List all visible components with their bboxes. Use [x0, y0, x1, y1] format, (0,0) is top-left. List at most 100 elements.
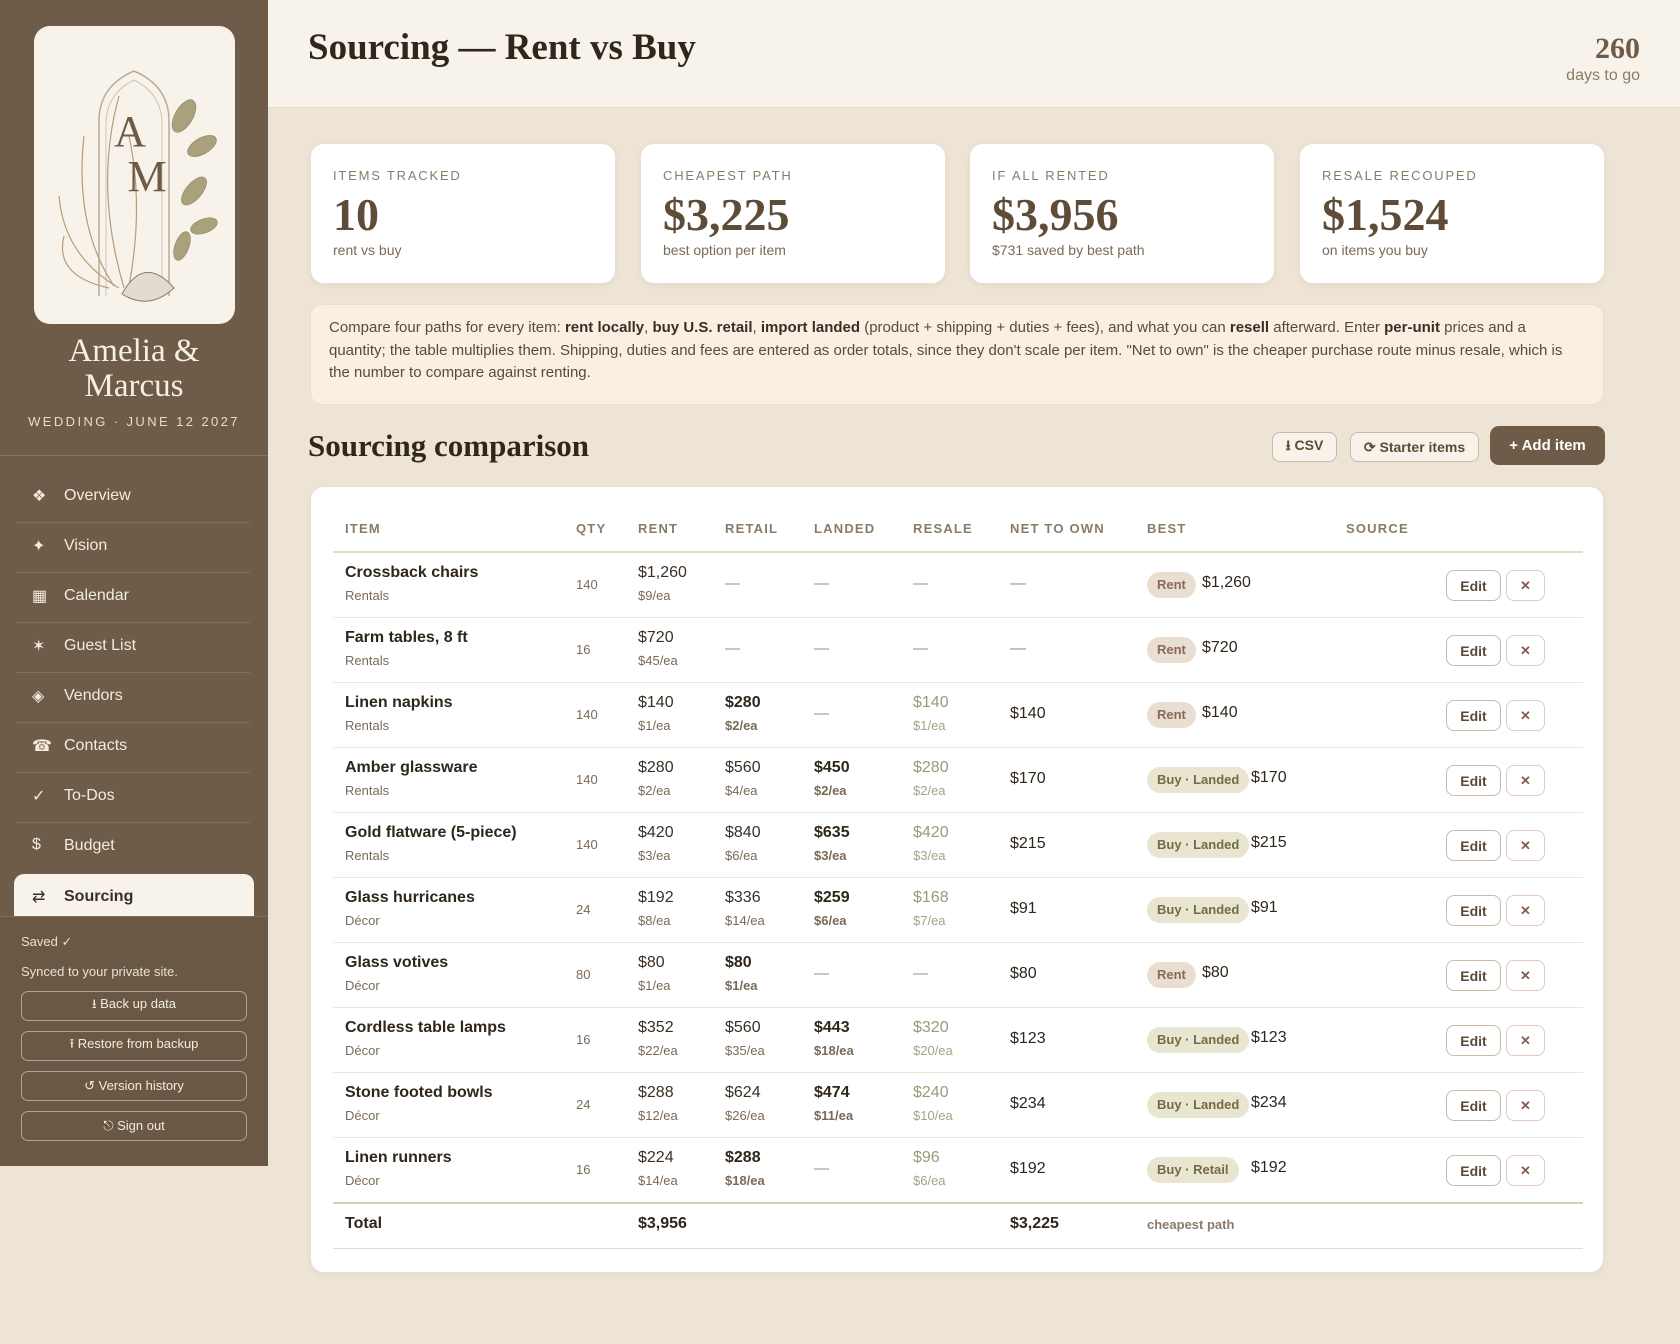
nav-item[interactable]: ▦ Calendar: [16, 573, 250, 623]
toolbar-button[interactable]: ⟳ Starter items: [1350, 432, 1479, 462]
delete-button[interactable]: ✕: [1506, 830, 1545, 861]
nav-icon: ✓: [32, 788, 46, 805]
total-rent: $3,956: [638, 1215, 687, 1232]
monogram-letter: A: [114, 107, 146, 156]
edit-button[interactable]: Edit: [1446, 1025, 1501, 1056]
delete-button[interactable]: ✕: [1506, 635, 1545, 666]
sidebar-button[interactable]: ⭱ Restore from backup: [21, 1031, 247, 1061]
column-header: RESALE: [913, 521, 973, 536]
sidebar-button[interactable]: ↺ Version history: [21, 1071, 247, 1101]
item-category: Rentals: [345, 848, 390, 863]
nav-icon: ⇄: [32, 889, 46, 906]
qty: 140: [576, 772, 598, 787]
stat-value: $3,956: [992, 189, 1119, 240]
sidebar-button[interactable]: ⎋ Sign out: [21, 1111, 247, 1141]
retail-each: $35/ea: [725, 1043, 765, 1058]
item-category: Décor: [345, 1173, 380, 1188]
table-row: Amber glassware Rentals 140 $280 $2/ea $560 $4…: [311, 748, 1605, 813]
delete-button[interactable]: ✕: [1506, 570, 1545, 601]
add-item-button[interactable]: + Add item: [1490, 426, 1605, 465]
column-header: NET TO OWN: [1010, 521, 1105, 536]
rent-total: $192: [638, 889, 674, 906]
rent-each: $9/ea: [638, 588, 671, 603]
landed-total: $443: [814, 1019, 850, 1036]
edit-button[interactable]: Edit: [1446, 700, 1501, 731]
countdown: 260: [1595, 32, 1640, 65]
delete-button[interactable]: ✕: [1506, 1025, 1545, 1056]
net-to-own: $123: [1010, 1030, 1046, 1047]
rent-each: $1/ea: [638, 718, 671, 733]
resale-total: $280: [913, 759, 949, 776]
edit-button[interactable]: Edit: [1446, 1090, 1501, 1121]
stat-note: on items you buy: [1322, 242, 1428, 258]
stat-value: $1,524: [1322, 189, 1449, 240]
rent-total: $140: [638, 694, 674, 711]
landed-total: $259: [814, 889, 850, 906]
edit-button[interactable]: Edit: [1446, 830, 1501, 861]
table-row: Cordless table lamps Décor 16 $352 $22/ea $56…: [311, 1008, 1605, 1073]
nav-item[interactable]: ✦ Vision: [16, 523, 250, 573]
edit-button[interactable]: Edit: [1446, 960, 1501, 991]
intro-emphasis: per-unit: [1384, 319, 1440, 336]
edit-button[interactable]: Edit: [1446, 635, 1501, 666]
resale-total: $320: [913, 1019, 949, 1036]
table-row: Stone footed bowls Décor 24 $288 $12/ea $624 $…: [311, 1073, 1605, 1138]
edit-button[interactable]: Edit: [1446, 570, 1501, 601]
delete-button[interactable]: ✕: [1506, 1090, 1545, 1121]
best-tag: Rent: [1147, 572, 1196, 598]
table-row: Crossback chairs Rentals 140 $1,260 $9/ea — — —…: [311, 553, 1605, 618]
empty-cell: —: [814, 575, 829, 592]
item-name: Linen napkins: [345, 694, 453, 711]
nav-item[interactable]: ◈ Vendors: [16, 673, 250, 723]
row-rule: [333, 1007, 1583, 1008]
best-tag: Buy · Landed: [1147, 897, 1250, 923]
stat-card: RESALE RECOUPED $1,524 on items you buy: [1299, 143, 1605, 284]
delete-button[interactable]: ✕: [1506, 1155, 1545, 1186]
sync-status: Synced to your private site.: [21, 964, 178, 979]
edit-button[interactable]: Edit: [1446, 765, 1501, 796]
table-row: Glass votives Décor 80 $80 $1/ea $80 $1/ea — — $8…: [311, 943, 1605, 1008]
item-name: Glass hurricanes: [345, 889, 475, 906]
intro-note: Compare four paths for every item: rent …: [310, 304, 1604, 405]
best-value: $91: [1251, 899, 1278, 916]
qty: 24: [576, 902, 591, 917]
nav-item[interactable]: ❖ Overview: [16, 473, 250, 523]
rent-each: $12/ea: [638, 1108, 678, 1123]
landed-each: $3/ea: [814, 848, 847, 863]
page-header: Sourcing — Rent vs Buy 260 days to go: [268, 0, 1680, 108]
net-to-own: $234: [1010, 1095, 1046, 1112]
net-to-own: $80: [1010, 965, 1037, 982]
nav-item[interactable]: ✓ To-Dos: [16, 773, 250, 823]
item-category: Rentals: [345, 783, 390, 798]
retail-each: $1/ea: [725, 978, 758, 993]
nav-item[interactable]: $ Budget: [16, 823, 250, 873]
nav-item[interactable]: ✶ Guest List: [16, 623, 250, 673]
column-header: QTY: [576, 521, 607, 536]
retail-each: $2/ea: [725, 718, 758, 733]
delete-button[interactable]: ✕: [1506, 700, 1545, 731]
retail-total: $560: [725, 1019, 761, 1036]
landed-total: $450: [814, 759, 850, 776]
rent-each: $45/ea: [638, 653, 678, 668]
toolbar-button[interactable]: ⭳ CSV: [1272, 432, 1337, 462]
resale-each: $7/ea: [913, 913, 946, 928]
empty-cell: —: [814, 965, 829, 982]
row-rule: [333, 942, 1583, 943]
table-row: Farm tables, 8 ft Rentals 16 $720 $45/ea — — — —…: [311, 618, 1605, 683]
delete-button[interactable]: ✕: [1506, 960, 1545, 991]
edit-button[interactable]: Edit: [1446, 895, 1501, 926]
delete-button[interactable]: ✕: [1506, 895, 1545, 926]
rent-each: $1/ea: [638, 978, 671, 993]
stat-card: IF ALL RENTED $3,956 $731 saved by best pa…: [969, 143, 1275, 284]
nav-label: Contacts: [64, 737, 128, 754]
table-row: Glass hurricanes Décor 24 $192 $8/ea $336 $14/…: [311, 878, 1605, 943]
edit-button[interactable]: Edit: [1446, 1155, 1501, 1186]
delete-button[interactable]: ✕: [1506, 765, 1545, 796]
sidebar-button[interactable]: ⭳ Back up data: [21, 991, 247, 1021]
rent-each: $2/ea: [638, 783, 671, 798]
best-tag: Rent: [1147, 637, 1196, 663]
nav-item[interactable]: ☎ Contacts: [16, 723, 250, 773]
row-rule: [333, 877, 1583, 878]
nav-item[interactable]: ⇄ Sourcing: [14, 874, 254, 922]
intro-emphasis: import landed: [760, 319, 861, 336]
